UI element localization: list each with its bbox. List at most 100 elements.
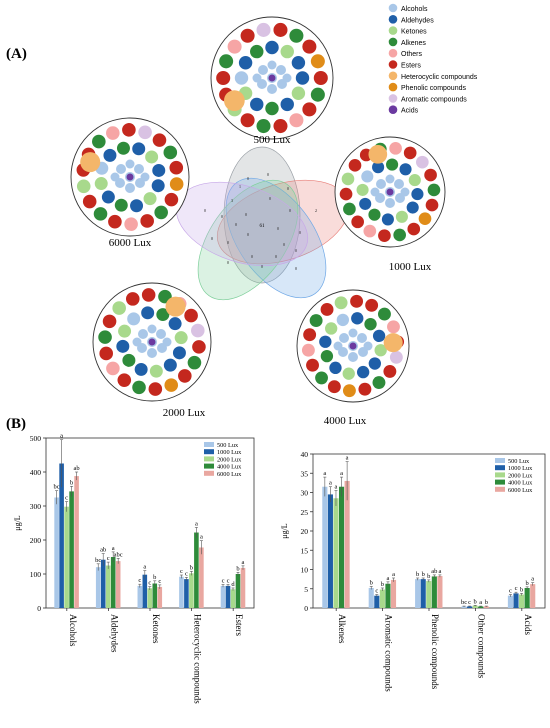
compound-bubble <box>250 97 264 112</box>
legend-swatch <box>388 94 398 103</box>
compound-bubble <box>192 340 206 354</box>
alcohol-bubble <box>348 352 358 362</box>
significance-letter: c <box>158 578 161 585</box>
compound-bubble <box>302 39 317 54</box>
compound-bubble <box>378 229 391 242</box>
alcohol-bubble <box>282 73 292 83</box>
compound-bubble <box>138 125 152 140</box>
alcohol-bubble <box>267 84 277 94</box>
compound-bubble <box>124 217 138 231</box>
bar <box>194 532 199 608</box>
y-tick-label: 0 <box>37 604 41 613</box>
bar <box>74 476 79 608</box>
compound-bubble <box>327 380 341 394</box>
compound-bubble <box>140 214 154 228</box>
alcohol-bubble <box>276 65 286 75</box>
compound-bubble <box>291 86 306 100</box>
x-category-label: Esters <box>234 614 244 636</box>
compound-bubble <box>103 148 117 162</box>
legend-label: Heterocyclic compounds <box>401 74 478 81</box>
compound-bubble <box>227 39 242 54</box>
bar <box>179 576 184 608</box>
compound-bubble <box>418 212 432 225</box>
compound-bubble <box>325 322 338 335</box>
compound-bubble <box>378 307 391 321</box>
significance-letter: bc <box>54 484 60 491</box>
significance-letter: a <box>195 520 198 527</box>
alcohol-bubble <box>162 337 172 347</box>
compound-bubble <box>92 134 106 149</box>
compound-bubble <box>250 44 264 59</box>
significance-letter: a <box>438 568 441 575</box>
bar <box>322 486 328 608</box>
alcohol-bubble <box>147 324 157 334</box>
compound-bubble <box>145 150 159 164</box>
venn-region-count: 0 <box>267 172 270 177</box>
alcohol-bubble <box>132 337 142 347</box>
bubble-group-label: 6000 Lux <box>109 237 152 249</box>
alcohol-bubble <box>134 164 144 174</box>
compound-bubble <box>329 361 342 374</box>
compound-bubble <box>427 183 441 197</box>
venn-region-count: 0 <box>299 230 302 235</box>
acid-bubble <box>126 173 134 181</box>
x-category-label: Phenolic compounds <box>430 614 440 690</box>
bar <box>524 587 530 608</box>
y-tick-label: 500 <box>30 434 42 443</box>
compound-bubble <box>425 198 439 212</box>
venn-region-count: 0 <box>247 232 250 237</box>
compound-bubble <box>132 142 146 156</box>
compound-bubble <box>361 170 374 183</box>
compound-bubble <box>386 158 399 171</box>
bubble-group-label: 500 Lux <box>254 134 291 146</box>
alcohol-bubble <box>258 65 268 75</box>
panel-label-a: (A) <box>6 46 27 62</box>
compound-bubble <box>383 364 397 378</box>
bar <box>333 498 339 608</box>
bar <box>426 581 432 608</box>
compound-bubble <box>101 190 115 204</box>
legend-swatch <box>388 105 398 114</box>
y-axis-label: μg/L <box>13 515 22 531</box>
bar <box>199 547 204 608</box>
x-category-label: Ketones <box>151 614 161 644</box>
significance-letter: c <box>515 585 518 592</box>
x-category-label: Alcohols <box>68 614 78 647</box>
compound-bubble <box>372 376 386 389</box>
compound-bubble <box>265 40 279 55</box>
acid-bubble <box>349 342 357 350</box>
legend-swatch <box>388 14 398 24</box>
heterocyclic-bubble <box>165 296 186 317</box>
compound-bubble <box>319 335 332 348</box>
compound-bubble <box>116 141 130 155</box>
significance-letter: abc <box>114 551 123 558</box>
legend-label: Others <box>401 51 423 58</box>
bar <box>240 567 246 608</box>
compound-bubble <box>341 172 355 186</box>
legend-label: 1000 Lux <box>508 465 533 472</box>
significance-letter: c <box>180 568 183 575</box>
bar <box>415 579 421 608</box>
bar <box>431 576 437 608</box>
compound-bubble <box>141 306 155 320</box>
bubble-plots: 500 Lux 6000 Lux 1000 Lux 2000 Lux 4000 Lux <box>70 16 446 427</box>
venn-region-count: 0 <box>227 260 230 265</box>
venn-region-count: 0 <box>277 226 280 231</box>
compound-bubble <box>358 382 372 396</box>
compound-bubble <box>184 308 198 323</box>
bar <box>184 579 189 608</box>
compound-bubble <box>372 329 386 343</box>
bar <box>157 586 163 608</box>
legend-swatch <box>495 465 505 471</box>
alcohol-bubble <box>110 172 120 182</box>
compound-bubble <box>256 22 271 37</box>
compound-bubble <box>280 44 294 59</box>
bar <box>385 583 391 608</box>
venn-region-count: 0 <box>261 264 264 269</box>
compound-bubble <box>408 174 421 187</box>
significance-letter: b <box>520 586 523 593</box>
significance-letter: b <box>422 571 425 578</box>
compound-bubble <box>348 159 362 172</box>
bar <box>142 574 148 608</box>
